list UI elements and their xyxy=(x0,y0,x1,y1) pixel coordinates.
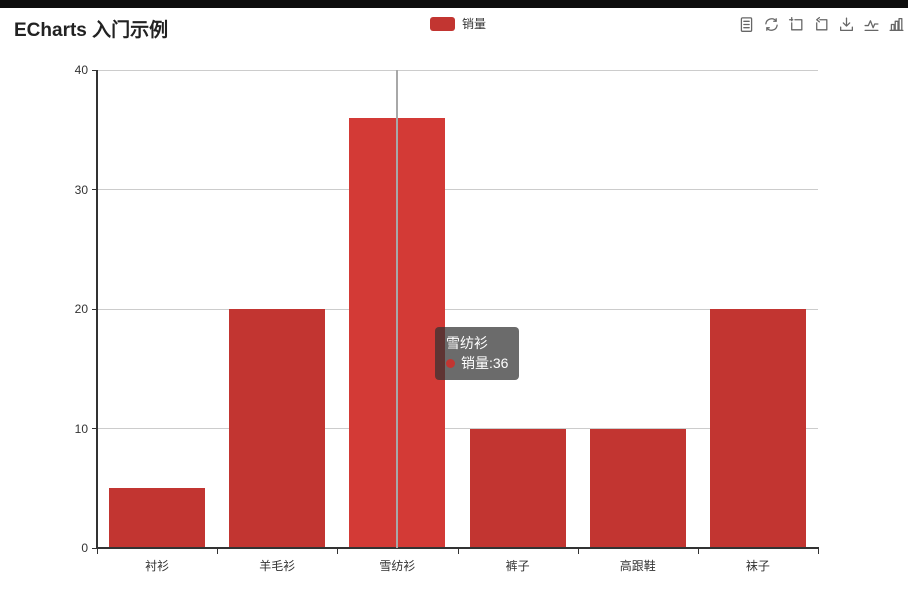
bar-袜子[interactable] xyxy=(709,309,806,547)
y-axis-label: 30 xyxy=(74,182,88,197)
y-axis-tick xyxy=(92,428,97,429)
x-axis-tick xyxy=(697,548,699,554)
data-view-icon[interactable] xyxy=(738,16,755,33)
x-axis-tick xyxy=(337,548,339,554)
x-axis-tick xyxy=(577,548,579,554)
x-axis-label: 高跟鞋 xyxy=(619,559,656,573)
switch-to-line-icon[interactable] xyxy=(863,16,880,33)
switch-to-bar-icon[interactable] xyxy=(888,16,905,33)
axis-pointer-line xyxy=(396,70,399,548)
y-axis-label: 40 xyxy=(74,63,88,77)
bar-裤子[interactable] xyxy=(469,428,566,547)
restore-icon[interactable] xyxy=(763,16,780,33)
bar-羊毛衫[interactable] xyxy=(229,309,326,547)
y-axis-label: 10 xyxy=(74,421,88,436)
x-axis-tick xyxy=(818,548,819,554)
legend-label: 销量 xyxy=(462,17,487,31)
x-axis-label: 裤子 xyxy=(505,559,530,573)
x-axis-label: 袜子 xyxy=(745,559,770,573)
gridline xyxy=(97,69,818,71)
legend-swatch xyxy=(430,16,455,31)
y-axis-tick xyxy=(92,69,97,71)
gridline xyxy=(97,189,818,190)
y-axis-tick xyxy=(92,547,97,549)
toolbox xyxy=(738,16,905,33)
page-title: ECharts 入门示例 xyxy=(14,20,169,41)
x-axis-label: 衬衫 xyxy=(145,559,170,573)
legend-item-sales[interactable]: 销量 xyxy=(430,15,486,32)
y-axis-line xyxy=(96,70,98,549)
y-axis-label: 20 xyxy=(74,302,88,316)
gridline xyxy=(97,308,818,310)
x-axis-label: 羊毛衫 xyxy=(259,559,296,573)
bar-高跟鞋[interactable] xyxy=(589,428,686,547)
x-axis-tick xyxy=(217,548,219,554)
bar-衬衫[interactable] xyxy=(109,488,206,547)
x-axis-label: 雪纺衫 xyxy=(379,559,416,573)
y-axis-tick xyxy=(92,308,97,310)
x-axis-tick xyxy=(457,548,459,554)
y-axis-tick xyxy=(92,189,97,190)
gridline xyxy=(97,428,818,429)
x-axis-tick xyxy=(97,548,98,554)
data-zoom-icon[interactable] xyxy=(788,16,805,33)
y-axis-label: 0 xyxy=(81,541,88,555)
top-window-strip xyxy=(0,0,908,8)
data-zoom-reset-icon[interactable] xyxy=(813,16,830,33)
save-as-image-icon[interactable] xyxy=(838,16,855,33)
